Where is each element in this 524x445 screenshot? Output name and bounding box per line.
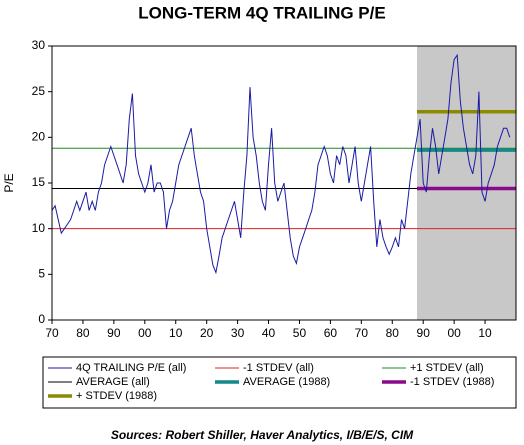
x-tick-label: 40 (262, 326, 276, 340)
legend-label: 4Q TRAILING P/E (all) (76, 362, 186, 374)
source-note: Sources: Robert Shiller, Haver Analytics… (111, 428, 414, 442)
x-tick-label: 10 (478, 326, 492, 340)
y-tick-label: 10 (32, 221, 46, 235)
y-tick-label: 30 (32, 38, 46, 52)
y-tick-label: 25 (32, 84, 46, 98)
x-tick-label: 70 (45, 326, 59, 340)
legend-label: AVERAGE (all) (76, 376, 150, 388)
x-tick-label: 90 (107, 326, 121, 340)
y-tick-label: 20 (32, 130, 46, 144)
x-tick-label: 30 (231, 326, 245, 340)
x-tick-label: 00 (447, 326, 461, 340)
legend-box (42, 356, 517, 409)
legend-label: +1 STDEV (all) (410, 362, 484, 374)
x-tick-label: 00 (138, 326, 152, 340)
shaded-region (417, 46, 516, 320)
chart-title: LONG-TERM 4Q TRAILING P/E (138, 3, 385, 22)
legend-label: -1 STDEV (1988) (410, 376, 494, 388)
y-axis-label: P/E (2, 173, 16, 192)
x-tick-label: 10 (169, 326, 183, 340)
y-tick-label: 5 (38, 267, 45, 281)
x-tick-label: 80 (386, 326, 400, 340)
x-tick-label: 90 (417, 326, 431, 340)
x-tick-label: 70 (355, 326, 369, 340)
x-tick-label: 60 (324, 326, 338, 340)
legend-label: -1 STDEV (all) (243, 362, 314, 374)
legend-label: + STDEV (1988) (76, 390, 157, 402)
x-tick-label: 20 (200, 326, 214, 340)
x-tick-label: 50 (293, 326, 307, 340)
pe-line (51, 53, 511, 275)
y-tick-label: 0 (38, 312, 45, 326)
y-tick-label: 15 (32, 175, 46, 189)
legend-label: AVERAGE (1988) (243, 376, 330, 388)
plot-frame (51, 45, 517, 321)
x-tick-label: 80 (76, 326, 90, 340)
